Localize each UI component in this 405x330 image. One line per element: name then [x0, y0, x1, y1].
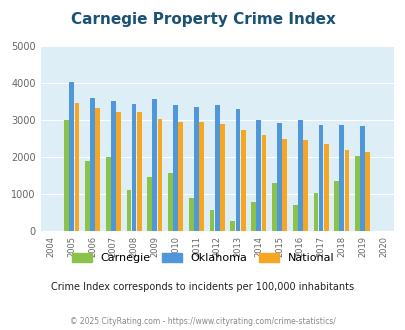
- Bar: [173, 105, 178, 231]
- Legend: Carnegie, Oklahoma, National: Carnegie, Oklahoma, National: [67, 248, 338, 268]
- Bar: [131, 104, 136, 231]
- Bar: [136, 112, 141, 231]
- Bar: [251, 202, 255, 231]
- Bar: [333, 182, 338, 231]
- Bar: [303, 140, 307, 231]
- Bar: [354, 156, 359, 231]
- Text: Carnegie Property Crime Index: Carnegie Property Crime Index: [70, 12, 335, 26]
- Bar: [344, 150, 349, 231]
- Bar: [292, 205, 297, 231]
- Bar: [230, 221, 234, 231]
- Bar: [147, 177, 152, 231]
- Bar: [261, 135, 266, 231]
- Bar: [194, 107, 198, 231]
- Bar: [111, 101, 115, 231]
- Bar: [214, 105, 219, 231]
- Bar: [152, 99, 157, 231]
- Bar: [178, 121, 183, 231]
- Bar: [105, 157, 110, 231]
- Bar: [256, 120, 260, 231]
- Bar: [64, 120, 69, 231]
- Bar: [126, 190, 131, 231]
- Bar: [168, 173, 173, 231]
- Bar: [271, 182, 276, 231]
- Text: © 2025 CityRating.com - https://www.cityrating.com/crime-statistics/: © 2025 CityRating.com - https://www.city…: [70, 317, 335, 326]
- Bar: [359, 126, 364, 231]
- Bar: [90, 98, 95, 231]
- Bar: [281, 139, 286, 231]
- Bar: [116, 112, 121, 231]
- Text: Crime Index corresponds to incidents per 100,000 inhabitants: Crime Index corresponds to incidents per…: [51, 282, 354, 292]
- Bar: [69, 82, 74, 231]
- Bar: [240, 130, 245, 231]
- Bar: [95, 108, 100, 231]
- Bar: [209, 210, 214, 231]
- Bar: [75, 103, 79, 231]
- Bar: [297, 120, 302, 231]
- Bar: [364, 152, 369, 231]
- Bar: [323, 144, 328, 231]
- Bar: [339, 124, 343, 231]
- Bar: [85, 161, 90, 231]
- Bar: [188, 198, 193, 231]
- Bar: [199, 122, 204, 231]
- Bar: [277, 123, 281, 231]
- Bar: [313, 193, 318, 231]
- Bar: [318, 124, 323, 231]
- Bar: [157, 119, 162, 231]
- Bar: [220, 124, 224, 231]
- Bar: [235, 109, 240, 231]
